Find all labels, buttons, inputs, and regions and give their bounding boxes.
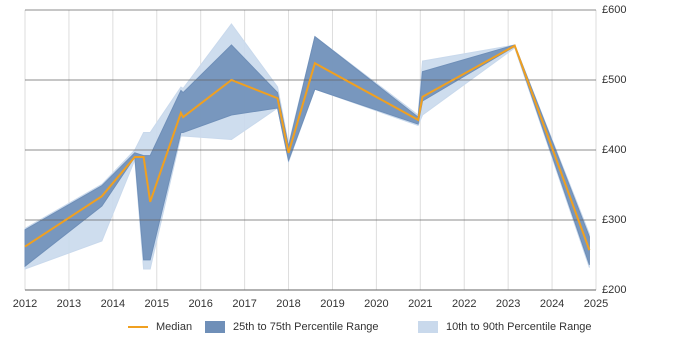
legend-swatch	[418, 321, 438, 333]
median-line	[24, 44, 591, 251]
legend-item: 25th to 75th Percentile Range	[205, 321, 379, 333]
x-tick-label: 2018	[276, 298, 300, 310]
x-tick-label: 2016	[188, 298, 212, 310]
x-tick-label: 2025	[584, 298, 608, 310]
x-tick-label: 2019	[320, 298, 344, 310]
x-tick-label: 2015	[145, 298, 169, 310]
x-tick-label: 2021	[408, 298, 432, 310]
x-tick-label: 2022	[452, 298, 476, 310]
x-tick-label: 2017	[232, 298, 256, 310]
y-tick-label: £300	[602, 214, 626, 226]
x-tick-label: 2014	[101, 298, 125, 310]
x-tick-label: 2012	[13, 298, 37, 310]
x-tick-label: 2023	[496, 298, 520, 310]
x-tick-label: 2013	[57, 298, 81, 310]
y-tick-label: £200	[602, 284, 626, 296]
legend-item: Median	[128, 321, 192, 333]
legend-label: 25th to 75th Percentile Range	[233, 321, 379, 333]
legend-swatch	[205, 321, 225, 333]
legend-label: 10th to 90th Percentile Range	[446, 321, 592, 333]
x-tick-label: 2024	[540, 298, 564, 310]
y-tick-label: £500	[602, 74, 626, 86]
percentile-band	[24, 35, 590, 268]
legend-item: 10th to 90th Percentile Range	[418, 321, 592, 333]
x-tick-label: 2020	[364, 298, 388, 310]
legend-label: Median	[156, 321, 192, 333]
y-tick-label: £400	[602, 144, 626, 156]
y-tick-label: £600	[602, 4, 626, 16]
